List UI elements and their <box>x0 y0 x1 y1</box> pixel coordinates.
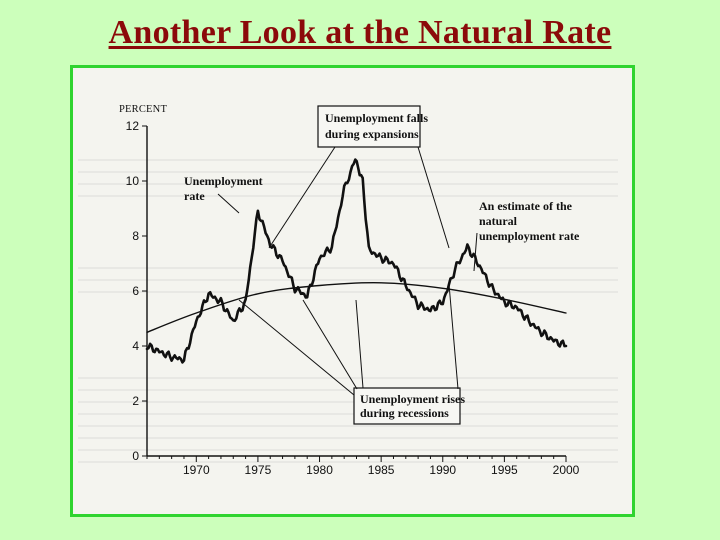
annotation-rises-line-2: during recessions <box>360 406 449 420</box>
annotation-rises-pointer-2 <box>302 299 358 390</box>
annotation-natural-rate: An estimate of the natural unemployment … <box>473 199 580 272</box>
unemployment-chart: 0 2 4 6 8 10 12 1970 1975 1980 1985 1990 1995 2000 PER… <box>78 104 618 477</box>
y-tick-label: 12 <box>126 119 140 133</box>
x-tick-label: 2000 <box>553 463 580 477</box>
x-tick-label: 1975 <box>245 463 272 477</box>
annotation-falls-pointer-1 <box>268 146 336 249</box>
chart-figure: 0 2 4 6 8 10 12 1970 1975 1980 1985 1990 1995 2000 PER… <box>70 65 635 517</box>
annotation-rises-box <box>353 387 461 425</box>
annotation-rises: Unemployment rises during recessions <box>238 283 465 425</box>
annotation-falls-pointer-2 <box>417 146 450 249</box>
series-natural-rate <box>146 281 567 333</box>
annotation-rate: Unemployment rate <box>184 174 263 214</box>
y-tick-label: 10 <box>126 174 140 188</box>
annotation-rate-line-2: rate <box>184 189 205 203</box>
annotation-rises-pointer-3 <box>355 299 364 389</box>
annotation-falls-box <box>317 105 421 148</box>
annotation-natural-line-1: An estimate of the <box>479 199 573 213</box>
slide-title: Another Look at the Natural Rate <box>108 14 612 51</box>
y-axis-title: PERCENT <box>119 104 167 115</box>
annotation-rate-pointer <box>217 193 240 214</box>
y-tick-label: 6 <box>132 284 139 298</box>
series-unemployment-rate <box>145 158 568 364</box>
axes: 0 2 4 6 8 10 12 1970 1975 1980 1985 1990 1995 2000 PER… <box>119 104 580 477</box>
series-layer <box>145 158 568 364</box>
y-tick-label: 0 <box>132 449 139 463</box>
annotation-falls: Unemployment falls during expansions <box>268 105 450 249</box>
annotation-natural-line-2: natural <box>479 214 518 228</box>
x-tick-label: 1995 <box>491 463 518 477</box>
y-tick-label: 4 <box>132 339 139 353</box>
annotation-rises-pointer-1 <box>238 299 355 396</box>
annotation-rises-pointer-4 <box>448 283 459 390</box>
y-tick-label: 2 <box>132 394 139 408</box>
x-tick-label: 1990 <box>429 463 456 477</box>
annotation-falls-line-2: during expansions <box>325 127 419 141</box>
annotation-rises-line-1: Unemployment rises <box>360 392 465 406</box>
x-tick-label: 1985 <box>368 463 395 477</box>
background-texture <box>78 159 618 463</box>
x-tick-label: 1970 <box>183 463 210 477</box>
annotation-natural-line-3: unemployment rate <box>479 229 580 243</box>
annotation-rate-line-1: Unemployment <box>184 174 263 188</box>
x-tick-label: 1980 <box>306 463 333 477</box>
annotation-falls-line-1: Unemployment falls <box>325 111 428 125</box>
y-tick-label: 8 <box>132 229 139 243</box>
annotation-natural-pointer <box>473 232 478 272</box>
